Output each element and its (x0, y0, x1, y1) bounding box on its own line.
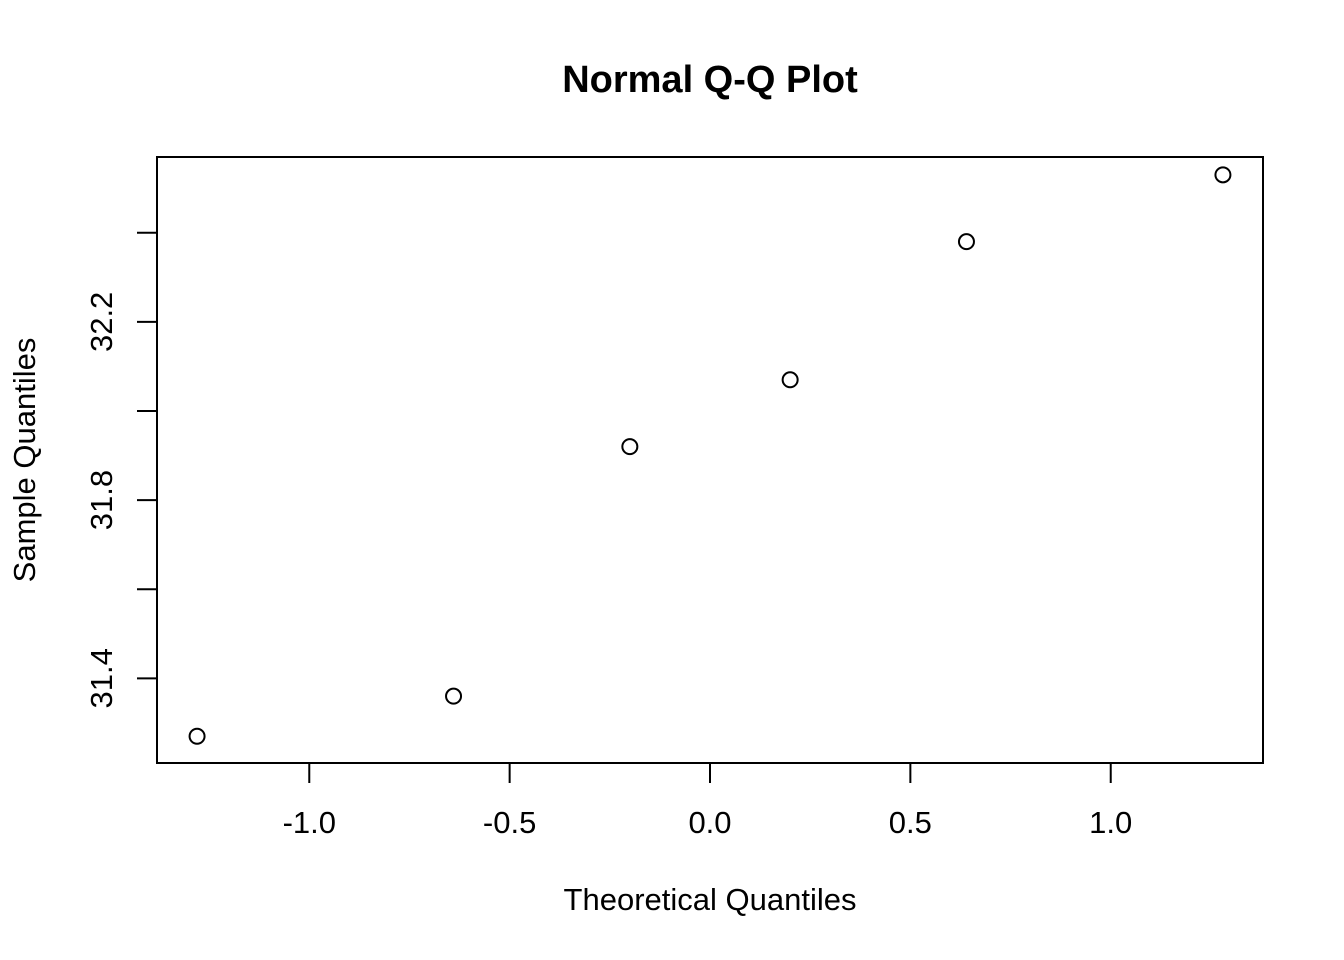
data-points (188, 166, 1232, 745)
x-axis: -1.0 -0.5 0.0 0.5 1.0 (283, 762, 1132, 840)
chart-title: Normal Q-Q Plot (562, 59, 858, 101)
data-point (781, 371, 799, 389)
data-point (1214, 166, 1232, 184)
data-point (188, 727, 206, 745)
x-tick-label: -1.0 (283, 805, 336, 840)
data-point (957, 233, 975, 251)
data-point (621, 438, 639, 456)
plot-frame (156, 156, 1264, 764)
x-tick-label: -0.5 (483, 805, 536, 840)
x-tick-label: 1.0 (1089, 805, 1132, 840)
y-tick-label: 31.4 (84, 648, 119, 708)
y-tick-label: 32.2 (84, 292, 119, 352)
y-tick-label: 31.8 (84, 470, 119, 530)
x-axis-label: Theoretical Quantiles (564, 882, 857, 917)
x-tick-label: 0.0 (688, 805, 731, 840)
y-axis-label: Sample Quantiles (7, 338, 42, 583)
x-tick-label: 0.5 (889, 805, 932, 840)
y-axis: 31.4 31.8 32.2 (84, 231, 158, 709)
data-point (445, 687, 463, 705)
